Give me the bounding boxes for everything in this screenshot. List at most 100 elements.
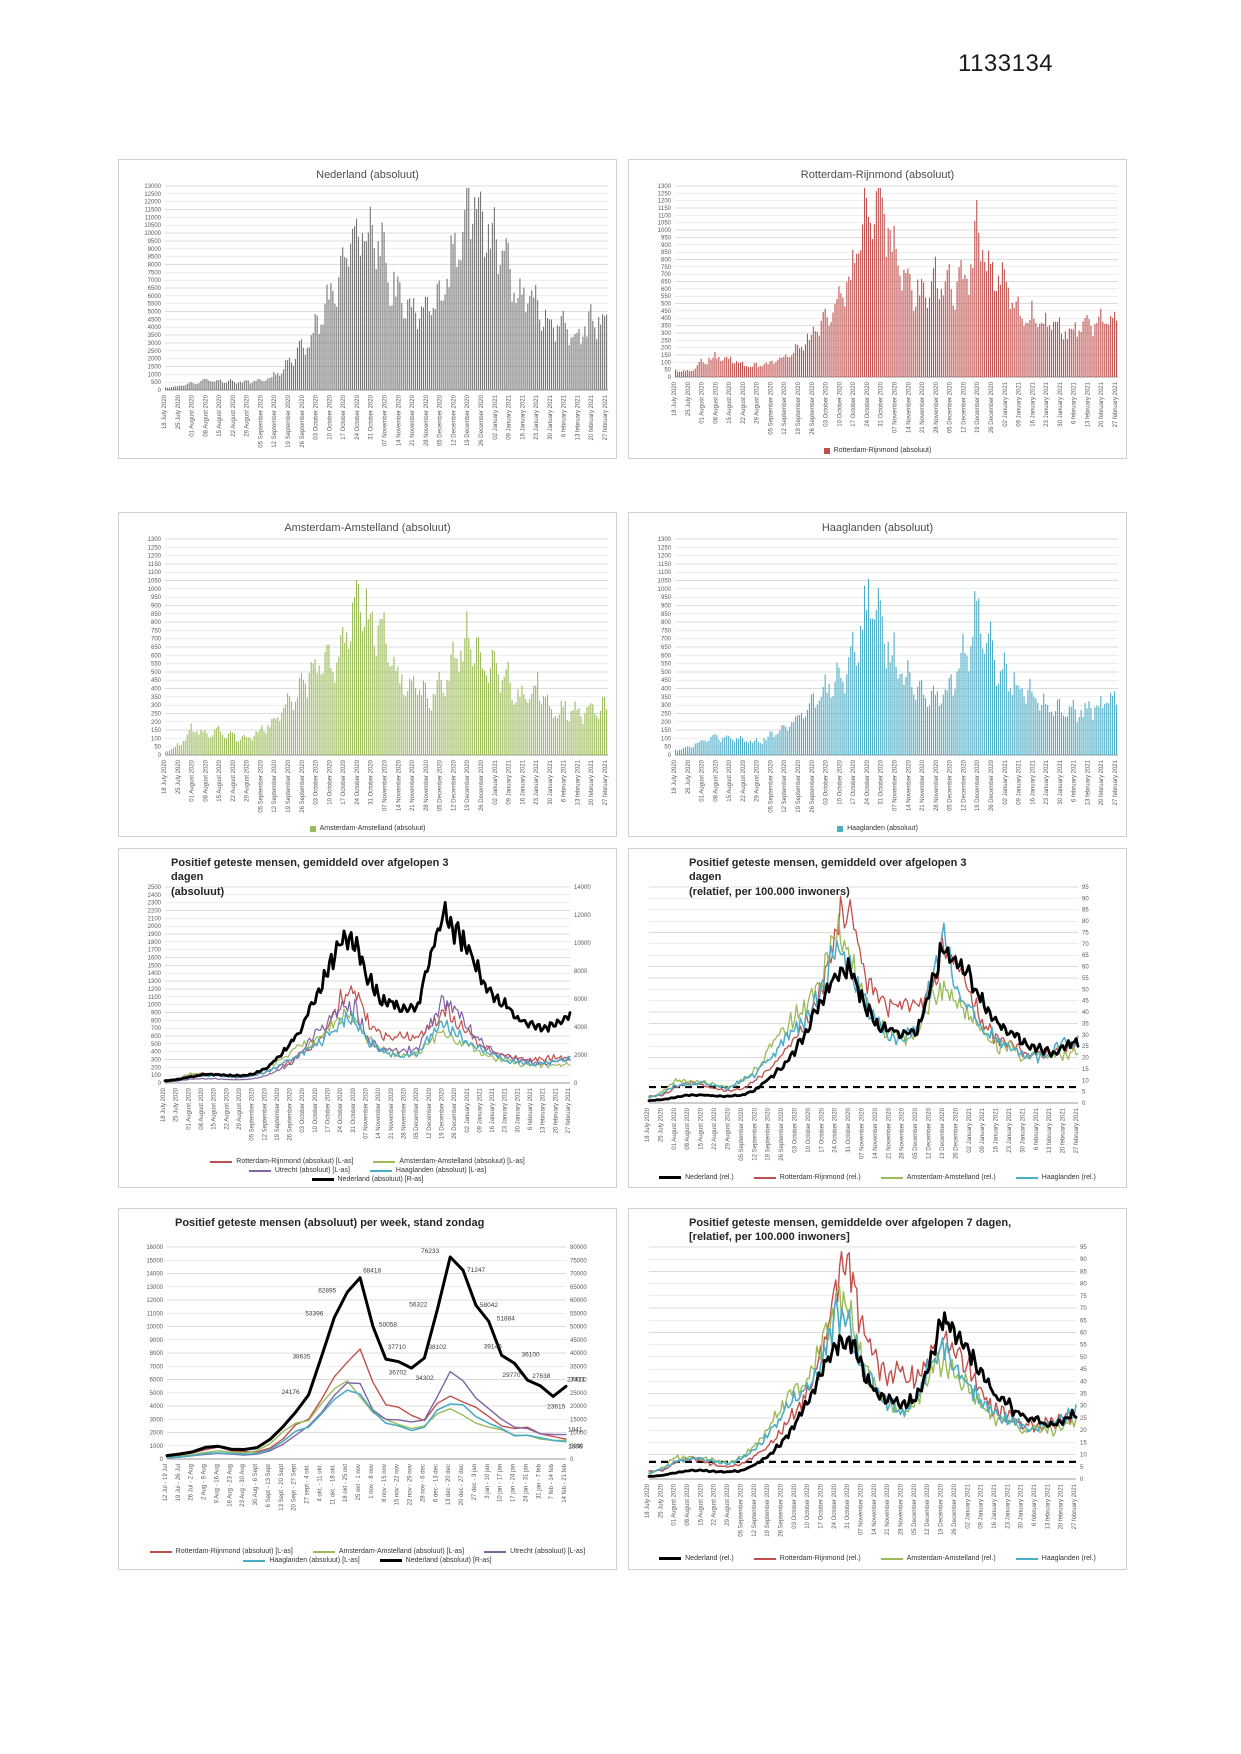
y-tick-label: 300 xyxy=(151,703,162,709)
bar xyxy=(759,742,761,755)
bar xyxy=(848,657,850,755)
bar xyxy=(1035,698,1037,755)
chart-legend: Haaglanden (absoluut) xyxy=(629,825,1126,832)
bar xyxy=(426,297,428,390)
bar xyxy=(306,697,308,755)
y-tick-label: 40 xyxy=(1080,1379,1087,1385)
bar xyxy=(562,706,564,755)
bar xyxy=(352,602,354,755)
bar xyxy=(840,293,842,377)
bar xyxy=(940,289,942,377)
bar xyxy=(993,290,996,377)
bar xyxy=(391,665,393,755)
y-tick-label: 50 xyxy=(664,745,671,751)
y-tick-label: 30 xyxy=(1082,1033,1089,1039)
bar xyxy=(952,695,954,755)
bar xyxy=(696,742,698,755)
legend-swatch xyxy=(309,825,316,832)
x-tick-label: 26 December 2020 xyxy=(989,381,995,433)
bar xyxy=(830,322,832,377)
x-tick-label: 21 November 2020 xyxy=(920,759,926,811)
x-tick-label: 27 february 2021 xyxy=(603,759,609,805)
bar xyxy=(348,266,350,390)
x-tick-label: 13 Sept - 20 Sept xyxy=(279,1464,285,1511)
x-tick-label: 1 nov - 8 nov xyxy=(369,1464,375,1499)
bar xyxy=(1090,707,1092,755)
bar xyxy=(354,597,356,755)
series-line-amsterdam-amstelland-absoluut-l-as- xyxy=(164,1008,571,1082)
chart-title: Nederland (absoluut) xyxy=(316,169,419,181)
x-tick-label: 4 okt. - 11 okt. xyxy=(317,1464,323,1502)
x-tick-label: 30 January 2021 xyxy=(1019,1483,1025,1528)
legend-label: Utrecht (absoluut) [L-as] xyxy=(274,1167,350,1174)
bar xyxy=(216,380,218,390)
bar xyxy=(978,232,980,377)
legend-row: Nederland (rel.) Rotterdam-Rijnmond (rel.… xyxy=(659,1555,1096,1562)
x-tick-label: 16 January 2021 xyxy=(994,1107,1000,1152)
chart-amsterdam-amstelland-absoluut: 0 50 100 150 200 250 300 350 400 450 500 550 600 650 7… xyxy=(118,512,617,837)
bar xyxy=(875,610,877,755)
bar xyxy=(854,262,856,377)
y-tick-label: 10500 xyxy=(144,223,161,229)
bar xyxy=(726,735,728,755)
bar xyxy=(734,363,736,377)
legend-swatch xyxy=(659,1176,682,1179)
legend-row: Rotterdam-Rijnmond (absoluut) xyxy=(823,447,931,454)
bar xyxy=(964,274,966,377)
legend-item: Rotterdam-Rijnmond (absoluut) xyxy=(823,447,931,454)
y-tick-label: 80000 xyxy=(570,1245,587,1251)
bar xyxy=(432,307,434,390)
bar xyxy=(1104,323,1106,377)
legend-swatch xyxy=(373,1160,396,1163)
bar xyxy=(763,364,765,377)
bar xyxy=(781,357,783,377)
bar xyxy=(1023,696,1025,755)
bar xyxy=(826,317,828,377)
bar xyxy=(1047,705,1049,755)
y-tick-label: 11000 xyxy=(147,1311,164,1317)
page-number: 1133134 xyxy=(958,50,1054,77)
y-tick-label: 50 xyxy=(154,745,161,751)
x-tick-label: 29 August 2020 xyxy=(725,1107,731,1149)
x-tick-label: 15 August 2020 xyxy=(212,1087,218,1129)
bar xyxy=(698,362,700,377)
bar xyxy=(570,711,572,755)
bar xyxy=(418,689,421,755)
chart-legend: Nederland (rel.) Rotterdam-Rijnmond (rel.… xyxy=(629,1555,1126,1562)
bar xyxy=(379,619,381,755)
x-tick-label: 01 August 2020 xyxy=(700,381,706,423)
bar xyxy=(736,738,738,755)
legend-item: Nederland (absoluut) [R-as] xyxy=(379,1557,492,1564)
bar xyxy=(466,611,468,755)
bar xyxy=(229,379,232,390)
chart-canvas: 0100200300400500600700800900100011001200… xyxy=(148,885,592,1141)
x-tick-label: 24 October 2020 xyxy=(338,1087,344,1132)
x-tick-label: 08 August 2020 xyxy=(203,394,209,436)
x-tick-label: 24 October 2020 xyxy=(865,381,871,426)
chart-positief-per-week: 0 1000 2000 3000 4000 5000 6000 7000 8000 9000 100… xyxy=(118,1208,617,1570)
bar xyxy=(1015,301,1017,377)
y-tick-label: 35 xyxy=(1082,1021,1089,1027)
bar xyxy=(1051,329,1053,377)
bar xyxy=(1043,693,1045,755)
x-tick-label: 19 September 2020 xyxy=(765,1483,771,1536)
y-tick-label: 800 xyxy=(661,620,672,626)
bar xyxy=(606,314,608,390)
bar xyxy=(294,359,297,390)
bar xyxy=(1047,326,1049,377)
bar xyxy=(1094,707,1096,755)
bar xyxy=(308,347,310,390)
y-tick-label: 65 xyxy=(1080,1318,1087,1324)
bar xyxy=(757,367,759,377)
bar xyxy=(235,383,237,390)
bar xyxy=(224,737,226,755)
bar xyxy=(229,731,232,755)
x-tick-label: 01 August 2020 xyxy=(672,1107,678,1149)
y-tick-label: 90 xyxy=(1080,1257,1087,1263)
x-tick-label: 3 jan - 10 jan xyxy=(485,1464,491,1499)
bar xyxy=(383,232,385,390)
legend-label: Haaglanden (rel.) xyxy=(1041,1174,1096,1181)
bar xyxy=(1086,315,1088,377)
bar xyxy=(960,260,962,377)
y-tick-label: 35000 xyxy=(570,1364,587,1370)
